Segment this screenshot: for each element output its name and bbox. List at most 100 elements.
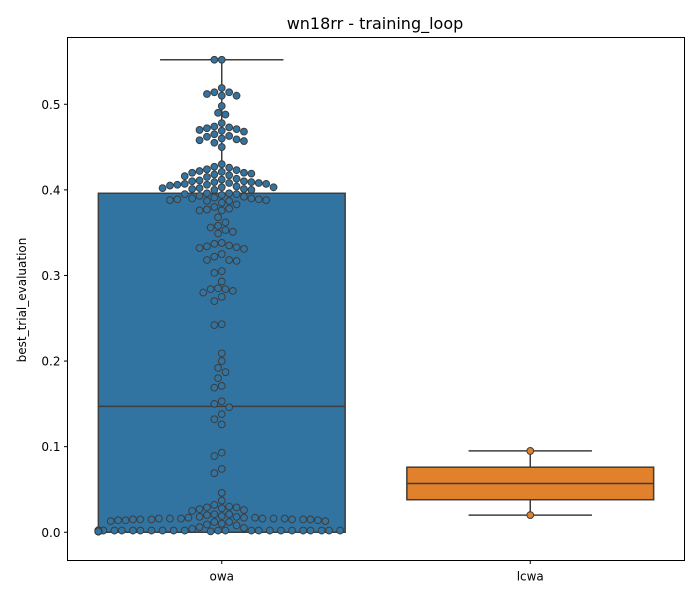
y-tick-label: 0.5 [41,98,60,112]
owa-point [203,132,211,141]
owa-point [217,381,226,390]
owa-point [269,514,278,523]
owa-point [110,526,119,535]
owa-point [240,177,248,186]
owa-point [210,510,219,519]
owa-point [166,181,174,190]
y-tick-label: 0.2 [41,355,60,369]
owa-point [217,134,226,143]
owa-point [206,223,215,232]
owa-point [217,206,226,215]
owa-point [225,88,234,97]
owa-point [195,523,204,532]
owa-point [188,168,197,177]
owa-point [221,368,230,377]
owa-point [217,410,226,419]
owa-point [203,180,211,189]
owa-point [217,191,226,199]
plot-frame [67,37,685,561]
owa-point [247,526,256,535]
owa-point [121,516,130,525]
owa-point [217,488,226,497]
owa-point [258,514,267,523]
owa-point [214,526,222,535]
lcwa-point [526,447,535,455]
owa-point [214,108,222,117]
owa-point [217,84,226,92]
owa-point [203,90,211,98]
owa-point [217,267,226,276]
owa-point [94,527,103,536]
owa-point [195,126,204,134]
owa-point [232,174,241,183]
owa-point [225,123,234,132]
owa-point [225,189,234,198]
owa-point [336,526,345,535]
owa-point [158,184,167,193]
owa-point [221,226,230,234]
owa-point [247,194,256,203]
owa-point [228,286,237,295]
owa-point [232,521,241,530]
owa-point [195,244,204,252]
owa-point [217,292,226,301]
owa-point [180,172,189,181]
owa-point [147,526,156,535]
owa-point [203,197,211,205]
owa-point [173,180,182,189]
owa-point [269,183,278,192]
owa-point [214,364,222,372]
owa-point [180,179,189,188]
owa-point [203,124,211,133]
owa-point [180,526,189,535]
owa-point [210,415,219,424]
owa-point [217,277,226,286]
owa-point [225,163,234,172]
owa-point [210,122,219,131]
owa-point [210,321,219,330]
owa-point [262,196,271,205]
x-axis: owa lcwa [209,560,544,584]
owa-point [217,175,226,184]
owa-point [214,221,222,230]
y-axis: 0.0 0.1 0.2 0.3 0.4 0.5 [41,98,68,540]
owa-point [217,143,226,151]
owa-point [210,500,219,509]
owa-point [217,55,226,64]
owa-point [217,465,226,473]
owa-point [288,515,296,524]
owa-point [166,196,174,205]
owa-point [221,110,230,119]
owa-point [217,496,226,505]
owa-point [221,526,230,535]
y-tick-label: 0.4 [41,183,60,197]
owa-point [217,160,226,169]
owa-point [306,515,315,524]
owa-point [217,91,226,100]
owa-point [254,195,263,204]
owa-point [199,288,208,297]
owa-point [240,245,248,253]
owa-point [210,452,219,460]
x-tick-label: owa [209,570,234,584]
owa-point [210,399,219,408]
owa-point [217,320,226,329]
owa-point [217,119,226,127]
owa-point [232,166,241,175]
owa-point [136,515,145,524]
owa-point [232,200,241,209]
owa-point [203,165,211,174]
owa-point [210,203,219,211]
owa-point [306,526,315,535]
owa-point [221,218,230,227]
owa-point [188,506,197,515]
swarm-points [94,55,535,536]
owa-point [203,242,211,251]
owa-point [240,506,248,514]
owa-point [217,420,226,429]
owa-point [214,229,222,238]
owa-point [321,517,330,526]
owa-point [240,185,248,193]
owa-point [173,195,182,204]
owa-point [277,526,285,535]
